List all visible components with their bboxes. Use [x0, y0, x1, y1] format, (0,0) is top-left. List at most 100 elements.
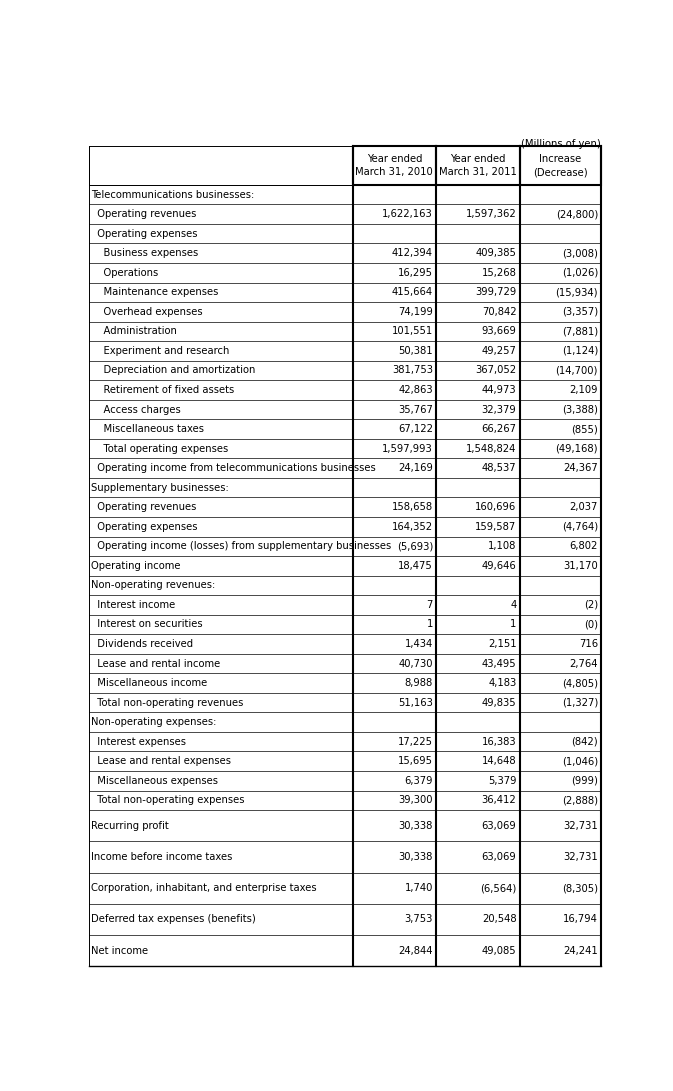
Text: 2,109: 2,109: [569, 385, 598, 395]
Text: 1,434: 1,434: [404, 639, 433, 649]
Text: 160,696: 160,696: [475, 502, 516, 512]
Text: 30,338: 30,338: [398, 852, 433, 862]
Text: (14,700): (14,700): [556, 365, 598, 375]
Text: (842): (842): [571, 736, 598, 746]
Text: 1: 1: [510, 620, 516, 630]
Text: Increase
(Decrease): Increase (Decrease): [533, 154, 588, 177]
Text: 7: 7: [427, 600, 433, 610]
Text: Non-operating expenses:: Non-operating expenses:: [91, 717, 217, 727]
Text: Income before income taxes: Income before income taxes: [91, 852, 232, 862]
Text: Retirement of fixed assets: Retirement of fixed assets: [91, 385, 234, 395]
Text: 32,731: 32,731: [563, 852, 598, 862]
Text: 32,731: 32,731: [563, 820, 598, 830]
Text: Lease and rental income: Lease and rental income: [91, 659, 220, 669]
Text: 409,385: 409,385: [476, 249, 516, 259]
Text: 36,412: 36,412: [482, 795, 516, 805]
Text: Total non-operating revenues: Total non-operating revenues: [91, 697, 244, 708]
Text: 63,069: 63,069: [482, 852, 516, 862]
Text: Depreciation and amortization: Depreciation and amortization: [91, 365, 256, 375]
Text: (1,026): (1,026): [562, 267, 598, 278]
Text: Interest on securities: Interest on securities: [91, 620, 203, 630]
Text: 74,199: 74,199: [398, 307, 433, 316]
Text: Interest expenses: Interest expenses: [91, 736, 186, 746]
Text: 1,622,163: 1,622,163: [382, 209, 433, 219]
Text: Miscellaneous income: Miscellaneous income: [91, 679, 207, 688]
Text: 159,587: 159,587: [475, 521, 516, 531]
Text: 40,730: 40,730: [398, 659, 433, 669]
Text: Operating revenues: Operating revenues: [91, 502, 197, 512]
Text: (6,564): (6,564): [481, 884, 516, 894]
Text: 6,802: 6,802: [569, 541, 598, 551]
Text: (999): (999): [571, 776, 598, 786]
Text: (24,800): (24,800): [556, 209, 598, 219]
Text: (Millions of yen): (Millions of yen): [522, 139, 601, 148]
Text: 2,151: 2,151: [488, 639, 516, 649]
Text: 4,183: 4,183: [488, 679, 516, 688]
Text: 49,835: 49,835: [482, 697, 516, 708]
Text: (5,693): (5,693): [397, 541, 433, 551]
Text: (8,305): (8,305): [562, 884, 598, 894]
Text: 4: 4: [510, 600, 516, 610]
Text: 18,475: 18,475: [398, 561, 433, 571]
Text: 412,394: 412,394: [392, 249, 433, 259]
Text: 24,367: 24,367: [563, 464, 598, 473]
Text: (1,327): (1,327): [562, 697, 598, 708]
Text: 15,268: 15,268: [482, 267, 516, 278]
Text: Operating income from telecommunications businesses: Operating income from telecommunications…: [91, 464, 376, 473]
Text: (3,388): (3,388): [562, 405, 598, 415]
Text: Lease and rental expenses: Lease and rental expenses: [91, 756, 231, 766]
Text: 93,669: 93,669: [482, 326, 516, 336]
Text: (1,046): (1,046): [562, 756, 598, 766]
Text: 63,069: 63,069: [482, 820, 516, 830]
Text: (15,934): (15,934): [555, 287, 598, 297]
Text: 24,241: 24,241: [563, 946, 598, 956]
Text: 1,597,993: 1,597,993: [382, 444, 433, 454]
Text: Administration: Administration: [91, 326, 177, 336]
Text: Total operating expenses: Total operating expenses: [91, 444, 228, 454]
Text: 43,495: 43,495: [482, 659, 516, 669]
Text: 42,863: 42,863: [398, 385, 433, 395]
Text: 8,988: 8,988: [404, 679, 433, 688]
Text: Corporation, inhabitant, and enterprise taxes: Corporation, inhabitant, and enterprise …: [91, 884, 317, 894]
Text: 2,764: 2,764: [569, 659, 598, 669]
Text: 1: 1: [427, 620, 433, 630]
Text: 16,794: 16,794: [563, 914, 598, 924]
Text: (3,008): (3,008): [562, 249, 598, 259]
Text: 24,169: 24,169: [398, 464, 433, 473]
Text: 24,844: 24,844: [398, 946, 433, 956]
Text: (2,888): (2,888): [562, 795, 598, 805]
Text: Net income: Net income: [91, 946, 148, 956]
Text: (855): (855): [571, 424, 598, 434]
Text: 39,300: 39,300: [398, 795, 433, 805]
Text: 31,170: 31,170: [563, 561, 598, 571]
Text: 49,257: 49,257: [482, 346, 516, 356]
Text: Dividends received: Dividends received: [91, 639, 193, 649]
Text: 14,648: 14,648: [482, 756, 516, 766]
Text: 1,108: 1,108: [488, 541, 516, 551]
Text: 1,597,362: 1,597,362: [466, 209, 516, 219]
Text: Operating expenses: Operating expenses: [91, 521, 198, 531]
Text: 1,740: 1,740: [404, 884, 433, 894]
Text: (2): (2): [583, 600, 598, 610]
Text: Miscellaneous expenses: Miscellaneous expenses: [91, 776, 218, 786]
Text: 66,267: 66,267: [481, 424, 516, 434]
Text: (0): (0): [584, 620, 598, 630]
Text: 35,767: 35,767: [398, 405, 433, 415]
Text: Overhead expenses: Overhead expenses: [91, 307, 203, 316]
Text: Telecommunications businesses:: Telecommunications businesses:: [91, 190, 254, 200]
Text: 67,122: 67,122: [398, 424, 433, 434]
Bar: [353, 146, 601, 184]
Text: Operating income: Operating income: [91, 561, 180, 571]
Text: Year ended
March 31, 2010: Year ended March 31, 2010: [355, 154, 433, 177]
Text: 17,225: 17,225: [398, 736, 433, 746]
Text: Experiment and research: Experiment and research: [91, 346, 229, 356]
Text: 158,658: 158,658: [392, 502, 433, 512]
Text: 16,295: 16,295: [398, 267, 433, 278]
Text: Operating revenues: Operating revenues: [91, 209, 197, 219]
Text: Business expenses: Business expenses: [91, 249, 199, 259]
Text: 20,548: 20,548: [482, 914, 516, 924]
Text: (4,764): (4,764): [562, 521, 598, 531]
Text: 32,379: 32,379: [482, 405, 516, 415]
Text: 50,381: 50,381: [398, 346, 433, 356]
Text: 164,352: 164,352: [392, 521, 433, 531]
